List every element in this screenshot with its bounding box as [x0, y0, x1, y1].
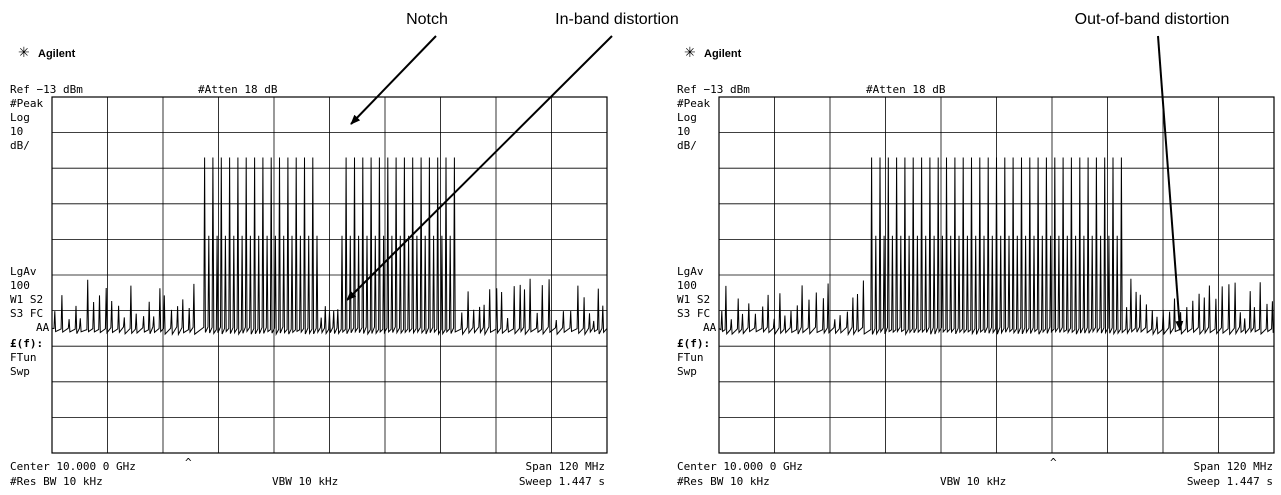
side-label: 10	[677, 125, 690, 138]
side-label: S3 FC	[10, 307, 43, 320]
span: Span 120 MHz	[1194, 460, 1273, 473]
out-of-band-arrow	[1157, 35, 1184, 331]
attenuation: #Atten 18 dB	[198, 83, 278, 96]
agilent-logo-icon: ✳	[18, 45, 30, 61]
side-label: #Peak	[10, 97, 43, 110]
graticule	[718, 96, 1275, 454]
side-label: 100	[677, 279, 697, 292]
out-of-band-annotation: Out-of-band distortion	[1075, 11, 1230, 28]
ref-level: Ref −13 dBm	[677, 83, 750, 96]
side-label: FTun	[677, 351, 704, 364]
notch-arrow	[350, 35, 437, 125]
center-frequency: Center 10.000 0 GHz	[10, 460, 136, 473]
center-frequency: Center 10.000 0 GHz	[677, 460, 803, 473]
marker-caret: ^	[1050, 456, 1057, 469]
span: Span 120 MHz	[526, 460, 605, 473]
attenuation: #Atten 18 dB	[866, 83, 946, 96]
side-label: #Peak	[677, 97, 710, 110]
spectrum-trace	[51, 157, 608, 337]
side-label: 10	[10, 125, 23, 138]
side-label: Log	[10, 111, 30, 124]
side-label: AA	[703, 321, 717, 334]
side-label: FTun	[10, 351, 37, 364]
side-label: W1 S2	[10, 293, 43, 306]
sweep-time: Sweep 1.447 s	[519, 475, 605, 488]
res-bw: #Res BW 10 kHz	[10, 475, 103, 488]
side-label: W1 S2	[677, 293, 710, 306]
analyzer-right: ✳ Agilent Ref −13 dBm #Atten 18 dB #Peak…	[677, 45, 1275, 488]
side-label: dB/	[10, 139, 30, 152]
side-label: Log	[677, 111, 697, 124]
side-label: Swp	[677, 365, 697, 378]
side-label: LgAv	[10, 265, 37, 278]
side-label: AA	[36, 321, 50, 334]
vbw: VBW 10 kHz	[272, 475, 338, 488]
side-label: LgAv	[677, 265, 704, 278]
side-label: dB/	[677, 139, 697, 152]
notch-annotation: Notch	[406, 11, 448, 28]
graticule	[51, 96, 608, 454]
marker-caret: ^	[185, 456, 192, 469]
side-label: S3 FC	[677, 307, 710, 320]
brand-label: Agilent	[38, 48, 76, 60]
ref-level: Ref −13 dBm	[10, 83, 83, 96]
side-label: £(f):	[10, 337, 43, 350]
vbw: VBW 10 kHz	[940, 475, 1006, 488]
analyzer-left: ✳ Agilent Ref −13 dBm #Atten 18 dB #Peak…	[10, 45, 608, 488]
side-label: 100	[10, 279, 30, 292]
side-label: £(f):	[677, 337, 710, 350]
brand-label: Agilent	[704, 48, 742, 60]
sweep-time: Sweep 1.447 s	[1187, 475, 1273, 488]
spectrum-trace	[718, 157, 1275, 337]
side-label: Swp	[10, 365, 30, 378]
agilent-logo-icon: ✳	[684, 45, 696, 61]
res-bw: #Res BW 10 kHz	[677, 475, 770, 488]
in-band-annotation: In-band distortion	[555, 11, 679, 28]
